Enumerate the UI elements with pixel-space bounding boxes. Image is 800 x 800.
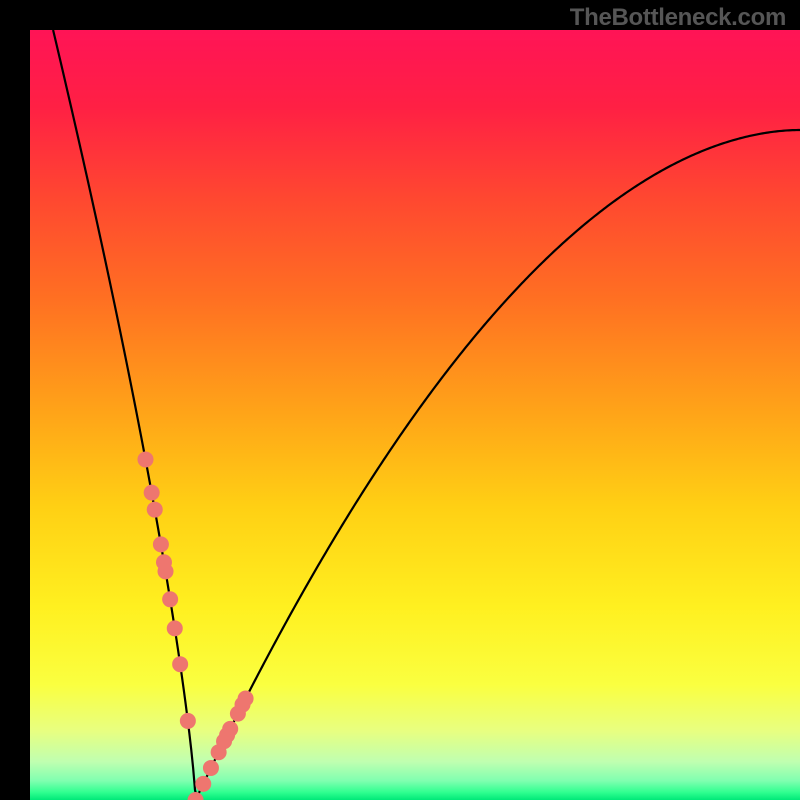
data-marker [203,760,219,776]
data-marker [153,536,169,552]
watermark-text: TheBottleneck.com [570,4,786,32]
chart-area [30,30,800,800]
data-marker [147,502,163,518]
data-marker [162,591,178,607]
data-marker [167,620,183,636]
chart-svg [30,30,800,800]
data-marker [222,721,238,737]
data-marker [238,691,254,707]
data-marker [138,451,154,467]
data-marker [180,713,196,729]
data-marker [172,656,188,672]
data-marker [144,485,160,501]
data-marker [158,563,174,579]
data-marker [195,776,211,792]
